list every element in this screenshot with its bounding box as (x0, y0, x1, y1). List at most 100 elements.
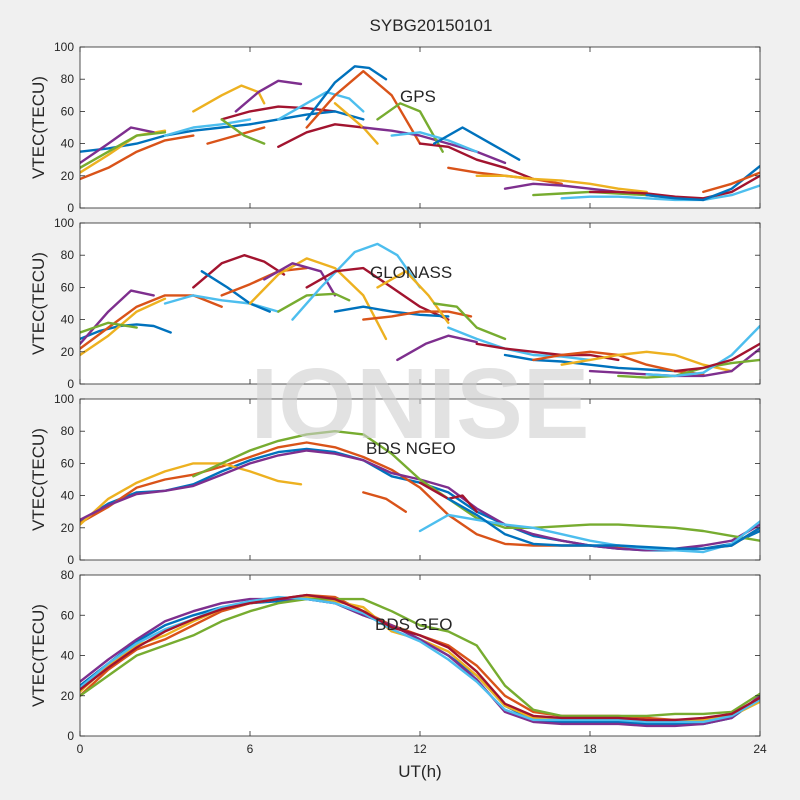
series-group (80, 430, 760, 554)
panel-label: BDS NGEO (366, 439, 456, 458)
series-line (418, 513, 760, 554)
y-tick-label: 80 (61, 72, 75, 86)
series-line (192, 84, 266, 113)
panel-gps: 0 20 40 60 80 100 VTEC(TECU) GPS (29, 40, 761, 215)
y-tick-label: 60 (61, 280, 75, 294)
series-line (447, 326, 592, 362)
series-line (277, 292, 351, 313)
series-line (376, 102, 444, 153)
panel-glonass: 0 20 40 60 80 100 VTEC(TECU) GLONASS (29, 216, 761, 391)
series-line (220, 105, 337, 121)
series-line (80, 134, 195, 181)
y-tick-label: 60 (61, 456, 75, 470)
series-line (305, 266, 450, 321)
y-tick-label: 80 (61, 568, 75, 582)
series-line (305, 70, 422, 145)
plot-area (80, 223, 760, 384)
series-line (220, 266, 308, 297)
y-axis-label: VTEC(TECU) (29, 428, 48, 531)
y-tick-label: 40 (61, 649, 75, 663)
series-line (702, 171, 760, 194)
y-tick-label: 40 (61, 137, 75, 151)
series-line (560, 184, 760, 202)
y-tick-label: 20 (61, 345, 75, 359)
series-line (206, 126, 266, 145)
series-line (80, 297, 167, 357)
panel-label: GLONASS (370, 263, 452, 282)
y-tick-label: 40 (61, 313, 75, 327)
x-axis-label: UT(h) (398, 762, 441, 781)
series-line (588, 174, 760, 200)
series-line (200, 270, 271, 313)
x-tick-label: 18 (583, 742, 597, 756)
x-tick-label: 6 (247, 742, 254, 756)
x-tick-label: 12 (413, 742, 427, 756)
series-line (362, 310, 473, 321)
panel-bds-geo: 0 20 40 60 80 0 6 12 18 24 VTEC(TECU) BDS GEO (29, 568, 767, 756)
series-line (248, 110, 365, 126)
series-group (80, 65, 760, 202)
x-tick-label: 24 (753, 742, 767, 756)
series-line (362, 491, 407, 513)
panel-bds-ngeo: 0 20 40 60 80 100 VTEC(TECU) BDS NGEO (29, 392, 761, 567)
y-tick-label: 20 (61, 169, 75, 183)
panel-label: GPS (400, 87, 436, 106)
series-line (447, 497, 760, 550)
series-line (418, 142, 535, 181)
y-tick-label: 0 (67, 377, 74, 391)
y-tick-label: 0 (67, 729, 74, 743)
series-line (277, 123, 365, 148)
series-line (80, 593, 760, 722)
y-axis-label: VTEC(TECU) (29, 252, 48, 355)
series-line (80, 131, 167, 169)
series-group (80, 242, 760, 379)
watermark: IONISE (251, 348, 590, 460)
series-line (80, 126, 155, 165)
series-group (80, 593, 760, 728)
y-tick-label: 0 (67, 201, 74, 215)
series-line (248, 257, 388, 341)
series-line (390, 131, 478, 153)
y-axis-label: VTEC(TECU) (29, 76, 48, 179)
series-line (80, 321, 138, 334)
y-tick-label: 100 (54, 392, 74, 406)
series-line (560, 350, 733, 373)
series-line (475, 342, 620, 362)
series-line (333, 305, 450, 318)
series-line (433, 126, 521, 161)
plot-area (80, 47, 760, 208)
series-line (263, 262, 337, 297)
series-line (475, 174, 648, 194)
y-tick-label: 100 (54, 216, 74, 230)
y-tick-label: 80 (61, 248, 75, 262)
y-axis-label: VTEC(TECU) (29, 604, 48, 707)
panel-label: BDS GEO (375, 615, 452, 634)
y-tick-label: 0 (67, 553, 74, 567)
series-line (617, 358, 760, 379)
series-line (80, 597, 760, 718)
y-tick-label: 60 (61, 104, 75, 118)
series-line (234, 79, 303, 113)
y-tick-label: 20 (61, 689, 75, 703)
series-line (192, 430, 760, 542)
series-line (291, 242, 422, 321)
y-tick-label: 100 (54, 40, 74, 54)
y-tick-label: 20 (61, 521, 75, 535)
x-tick-label: 0 (77, 742, 84, 756)
series-line (362, 126, 507, 165)
series-line (80, 462, 303, 526)
plot-area (80, 575, 760, 736)
chart-title: SYBG20150101 (370, 16, 493, 35)
y-tick-label: 40 (61, 489, 75, 503)
series-line (376, 270, 450, 324)
y-tick-label: 80 (61, 424, 75, 438)
series-line (192, 254, 286, 289)
series-line (396, 334, 478, 362)
y-tick-label: 60 (61, 608, 75, 622)
series-line (645, 324, 760, 378)
series-line (433, 302, 507, 341)
series-line (220, 118, 266, 145)
series-line (163, 118, 252, 137)
